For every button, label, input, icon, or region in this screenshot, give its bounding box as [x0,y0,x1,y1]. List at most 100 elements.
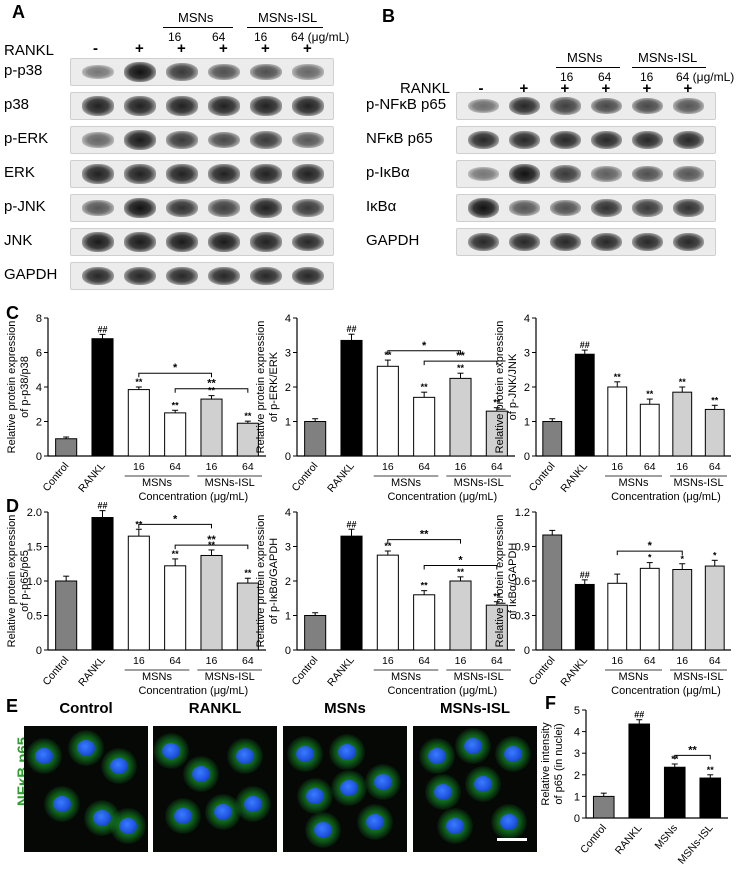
treatment-sign: - [93,40,98,57]
cell-nucleus [244,796,262,812]
blot-band [590,232,623,252]
blot-band [81,164,115,184]
significance-mark: ** [646,389,654,399]
significance-mark: ** [384,350,392,360]
significance-bracket [387,350,461,355]
dose-label: 64 [598,70,612,84]
y-tick-label: 0 [574,813,580,825]
bracket-label: * [422,340,427,352]
blot-band [291,164,325,184]
blot-band [467,130,500,150]
significance-bracket [674,754,711,760]
blot-band [590,130,623,150]
significance-mark: ** [711,395,719,405]
cell-nucleus [192,766,210,782]
blot-band [165,232,199,252]
y-axis-label: Relative protein expressionof p-ERK/ERK [255,321,280,454]
x-axis-label: Concentration (μg/mL) [387,491,497,503]
bracket-label: ** [688,744,697,756]
bar [236,582,259,651]
blot-row-label: p-ERK [4,130,49,147]
blot-band [249,198,283,218]
bar [55,580,78,651]
y-axis-label-line: Relative protein expression [255,515,267,648]
cell-nucleus [35,748,53,764]
micrograph-title: MSNs [324,700,366,717]
y-axis-label-line: of p65 (in nuclei) [553,723,565,804]
bracket-label: * [458,554,463,566]
bar [164,565,187,651]
blot-band [123,96,157,116]
y-tick-label: 3 [285,542,291,554]
category-label: 64 [418,461,430,473]
y-tick-label: 1.2 [515,507,530,519]
cell-nucleus [77,740,95,756]
y-tick-label: 0.6 [515,576,530,588]
panel-letter-e: E [6,696,19,716]
blot-band [508,130,541,150]
blot-band [207,232,241,252]
category-label: Control [578,822,609,856]
blot-band [631,165,664,183]
significance-bracket [138,372,212,378]
significance-mark: ** [457,567,465,577]
blot-row-label: p-p38 [4,62,43,79]
category-label: 64 [491,461,503,473]
group-label-msns: MSNs [142,477,172,489]
blot-band [631,130,664,150]
blot-band [467,98,500,114]
category-label: 64 [491,655,503,667]
category-label: Control [41,460,72,494]
micrograph-title: Control [59,700,113,717]
y-tick-label: 0 [36,645,42,657]
cell-nucleus [446,818,464,834]
y-tick-label: 2 [524,382,530,394]
blot-strip [456,194,716,222]
y-tick-label: 1.5 [27,542,42,554]
significance-mark: ## [580,340,590,350]
y-tick-label: 0 [285,645,291,657]
significance-mark: ## [346,324,356,334]
significance-mark: ** [679,377,687,387]
cell-nucleus [214,804,232,820]
category-label: 16 [133,655,145,667]
significance-bracket [174,388,249,393]
y-tick-label: 0 [524,451,530,463]
bar [200,554,223,651]
y-tick-label: 4 [36,382,42,394]
dose-label: 16 [168,30,182,44]
y-tick-label: 0 [36,451,42,463]
category-label: RANKL [613,822,645,857]
blot-row-label: GAPDH [4,266,58,283]
significance-mark: * [713,550,717,560]
y-tick-label: 4 [285,313,291,325]
micrograph-image [153,726,277,852]
cell-nucleus [434,784,452,800]
y-tick-label: 0.3 [515,611,530,623]
treatment-sign: + [560,80,570,97]
group-label-msns-isl: MSNs-ISL [258,10,318,25]
blot-band [672,198,705,218]
cell-nucleus [236,748,254,764]
category-label: RANKL [558,460,590,495]
blot-band [207,199,241,217]
blot-band [508,200,541,216]
y-tick-label: 3 [285,348,291,360]
blot-band [207,266,241,286]
blot-band [249,63,283,81]
blot-strip [456,160,716,188]
blot-band [249,96,283,116]
blot-band [291,96,325,116]
y-axis-label-line: Relative protein expression [494,515,506,648]
blot-band [291,232,325,252]
panel-letter-d: D [6,496,19,516]
bar [304,421,327,457]
blot-row-label: NFκB p65 [366,130,433,147]
dose-label: 16 [640,70,654,84]
blot-band [631,199,664,217]
y-tick-label: 1 [524,417,530,429]
significance-mark: ** [457,363,465,373]
bracket-label: ** [456,350,465,362]
bracket-label: * [173,513,178,525]
cell-nucleus [110,758,128,774]
